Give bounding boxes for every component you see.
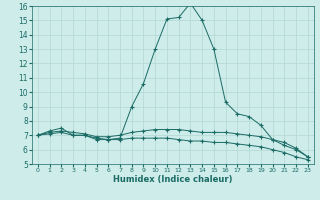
X-axis label: Humidex (Indice chaleur): Humidex (Indice chaleur) [113,175,233,184]
